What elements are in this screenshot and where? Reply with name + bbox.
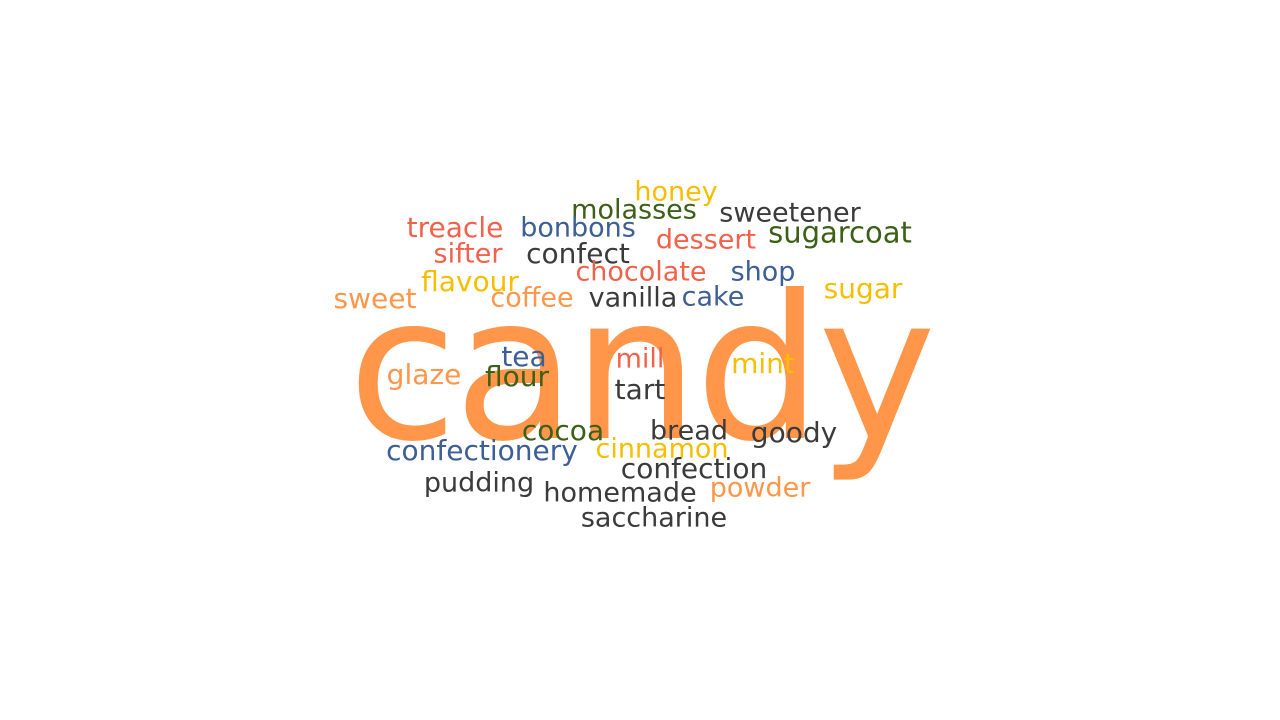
word-14: vanilla xyxy=(588,282,678,314)
word-2: sweetener xyxy=(719,197,861,229)
word-17: tea xyxy=(501,340,547,373)
word-5: dessert xyxy=(655,224,757,256)
word-20: glaze xyxy=(386,358,462,391)
word-6: sugarcoat xyxy=(768,215,912,250)
word-23: cocoa xyxy=(521,414,605,447)
word-31: powder xyxy=(709,472,811,504)
word-11: shop xyxy=(730,256,796,288)
word-15: cake xyxy=(681,281,745,313)
word-22: tart xyxy=(614,373,666,406)
word-10: chocolate xyxy=(575,256,707,288)
word-27: cinnamon xyxy=(595,433,729,465)
word-18: mill xyxy=(615,343,665,375)
word-9: flavour xyxy=(421,265,519,298)
word-21: flour xyxy=(484,360,550,393)
word-16: sugar xyxy=(823,272,903,305)
word-13: coffee xyxy=(490,282,574,314)
word-30: homemade xyxy=(543,477,697,509)
word-4: bonbons xyxy=(520,212,636,244)
word-28: confection xyxy=(620,452,768,485)
word-1: molasses xyxy=(571,194,697,226)
word-3: treacle xyxy=(406,211,504,244)
word-8: confect xyxy=(526,237,630,270)
word-12: sweet xyxy=(333,282,417,315)
main-word: candy xyxy=(347,253,937,486)
word-32: saccharine xyxy=(580,502,728,534)
word-7: sifter xyxy=(433,238,503,270)
word-26: confectionery xyxy=(386,434,578,467)
word-25: goody xyxy=(750,416,838,449)
word-0: honey xyxy=(634,176,718,208)
word-19: mint xyxy=(731,347,795,380)
word-24: bread xyxy=(650,415,728,447)
word-29: pudding xyxy=(423,467,535,499)
